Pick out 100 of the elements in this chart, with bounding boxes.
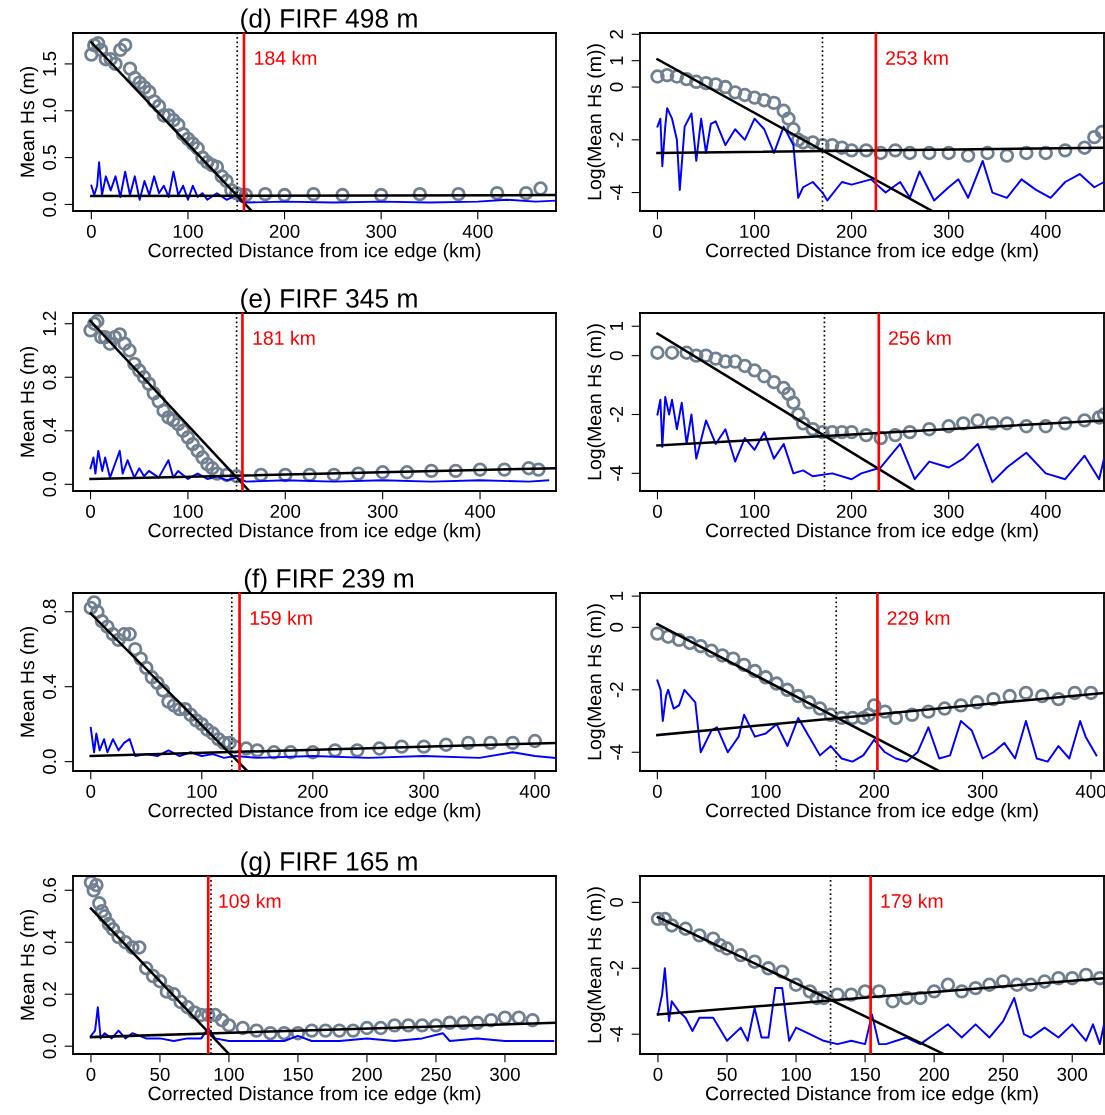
x-axis-title: Corrected Distance from ice edge (km) [148,1086,481,1105]
x-tick-label: 50 [150,1067,170,1081]
x-tick-label: 0 [86,784,96,798]
x-tick-label: 50 [717,1067,737,1081]
x-tick-label: 300 [1057,1067,1088,1081]
y-axis-title: Mean Hs (m) [20,910,39,1020]
y-tick-label: 1 [610,321,623,331]
ref-line-label: 184 km [255,50,317,65]
x-tick-label: 200 [298,784,328,798]
x-tick-label: 200 [269,224,300,238]
x-axis-title: Corrected Distance from ice edge (km) [148,243,481,262]
x-tick-label: 300 [933,504,964,518]
x-axis-title: Corrected Distance from ice edge (km) [148,803,481,822]
x-tick-label: 250 [988,1067,1019,1081]
x-tick-label: 150 [850,1067,881,1081]
y-axis-title: Mean Hs (m) [20,67,39,177]
ref-line-label: 181 km [253,330,315,345]
y-tick-label: -2 [609,407,623,423]
x-tick-label: 200 [919,1067,950,1081]
y-tick-label: 1 [610,591,623,600]
y-axis-title: Log(Mean Hs (m)) [587,604,606,760]
chart-title: (f) FIRF 239 m [244,568,414,593]
y-tick-label: 0 [609,351,624,361]
chart-title: (d) FIRF 498 m [241,8,417,33]
chart-title: (g) FIRF 165 m [241,851,417,876]
x-tick-label: 0 [653,1067,663,1081]
x-tick-label: 0 [652,224,662,238]
x-tick-label: 100 [740,224,770,238]
x-tick-label: 200 [859,784,890,798]
y-tick-label: 1 [610,56,623,65]
y-tick-label: 0.0 [42,1033,57,1059]
y-tick-label: 0.6 [42,878,57,903]
x-axis-title: Corrected Distance from ice edge (km) [148,523,481,542]
x-tick-label: 400 [519,784,550,798]
chart-title: (e) FIRF 345 m [241,288,417,313]
y-tick-label: 0.4 [42,418,57,444]
ref-line-label: 256 km [889,330,951,345]
y-tick-label: 0.0 [42,749,57,774]
y-tick-label: -2 [609,132,623,148]
y-tick-label: 2 [609,30,623,39]
ref-line-label: 159 km [250,610,312,625]
x-tick-label: 200 [352,1067,382,1081]
y-tick-label: -4 [610,1026,623,1042]
y-tick-label: -4 [610,465,623,481]
x-tick-label: 250 [421,1067,451,1081]
y-tick-label: -4 [610,744,623,760]
x-tick-label: 200 [836,224,867,238]
y-tick-label: 0.0 [42,192,57,217]
x-tick-label: 0 [86,504,96,518]
y-tick-label: -4 [610,184,623,201]
x-tick-label: 200 [836,504,867,518]
x-tick-label: 300 [408,784,439,798]
y-tick-label: 0 [609,82,624,92]
x-tick-label: 400 [1075,784,1105,798]
x-tick-label: 0 [652,504,662,518]
x-tick-label: 100 [173,224,203,238]
x-tick-label: 300 [967,784,998,798]
x-axis-title: Corrected Distance from ice edge (km) [706,803,1038,822]
y-tick-label: 0.8 [42,599,57,625]
x-tick-label: 300 [367,504,398,518]
y-tick-label: 0.0 [42,472,57,497]
y-tick-label: 1.0 [42,98,57,123]
x-tick-label: 0 [652,784,662,798]
x-tick-label: 150 [283,1067,313,1081]
x-tick-label: 100 [740,504,770,518]
x-tick-label: 100 [214,1067,244,1081]
x-tick-label: 300 [933,224,964,238]
ref-line-label: 179 km [881,893,943,908]
x-tick-label: 100 [781,1067,811,1081]
y-tick-label: 1.2 [42,311,56,336]
ref-line-label: 109 km [219,893,281,908]
y-axis-title: Log(Mean Hs (m)) [587,44,606,200]
x-tick-label: 0 [86,224,96,238]
x-tick-label: 100 [173,504,203,518]
y-axis-title: Log(Mean Hs (m)) [587,324,606,480]
y-tick-label: 1.5 [43,51,57,76]
y-tick-label: 0.4 [42,674,57,699]
ref-line-label: 229 km [887,610,950,625]
y-tick-label: 0 [609,622,624,632]
y-tick-label: 0.4 [42,929,57,955]
x-axis-title: Corrected Distance from ice edge (km) [706,1086,1038,1105]
y-axis-title: Log(Mean Hs (m)) [587,887,606,1043]
x-tick-label: 100 [187,784,217,798]
x-axis-title: Corrected Distance from ice edge (km) [706,243,1038,262]
y-tick-label: 0.5 [42,145,57,170]
x-tick-label: 400 [1030,224,1061,238]
x-tick-label: 400 [462,224,493,238]
x-tick-label: 400 [1030,504,1061,518]
y-axis-title: Mean Hs (m) [20,627,39,737]
y-tick-label: -2 [609,960,623,976]
x-axis-title: Corrected Distance from ice edge (km) [706,523,1038,542]
x-tick-label: 400 [464,504,495,518]
x-tick-label: 100 [751,784,781,798]
ref-line-label: 253 km [886,50,948,65]
x-tick-label: 0 [86,1067,96,1081]
y-tick-label: 0 [609,897,624,907]
y-tick-label: 0.8 [42,365,57,390]
y-tick-label: 0.2 [42,982,57,1007]
x-tick-label: 200 [270,504,301,518]
y-tick-label: -2 [609,682,623,698]
